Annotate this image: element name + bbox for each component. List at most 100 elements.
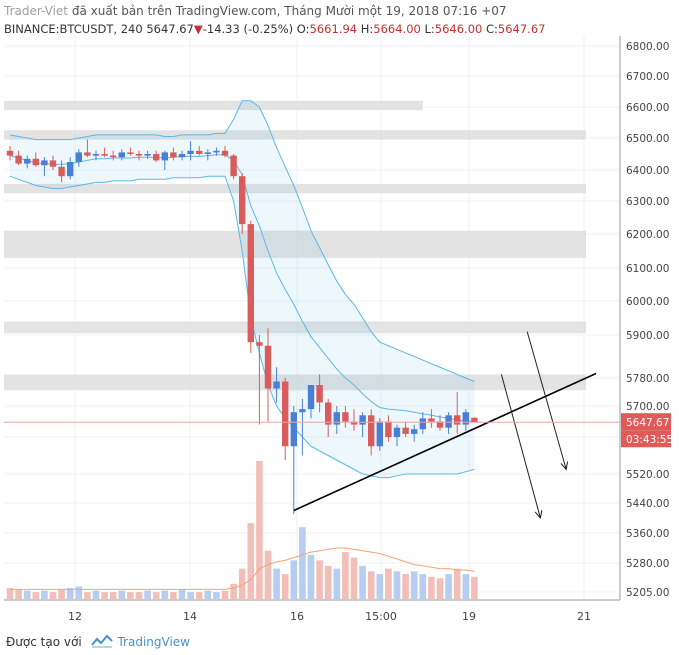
candle-45[interactable] (393, 424, 401, 447)
candle-40[interactable] (350, 409, 358, 431)
created-with-text: Được tạo với (6, 635, 82, 649)
candle-52[interactable] (454, 392, 461, 434)
time-axis[interactable]: 12 14 16 15:00 19 21 (4, 599, 620, 623)
candle-30[interactable] (264, 328, 272, 422)
candle-19[interactable] (170, 147, 177, 161)
candle-41[interactable] (359, 412, 366, 437)
high-value: 5664.00 (373, 22, 421, 36)
candle-34[interactable] (299, 399, 306, 456)
candle-35[interactable] (307, 385, 315, 419)
candle-31[interactable] (273, 367, 280, 403)
candle-14[interactable] (127, 147, 134, 156)
symbol-name[interactable]: BINANCE:BTCUSDT, 240 (4, 22, 143, 36)
candle-20[interactable] (178, 150, 186, 161)
arrow-line-1[interactable] (500, 374, 541, 519)
candle-36[interactable] (316, 374, 323, 413)
candle-12[interactable] (110, 150, 117, 161)
candle-22[interactable] (196, 146, 203, 156)
candle-9[interactable] (84, 139, 91, 158)
candle-16[interactable] (144, 150, 151, 159)
candle-17[interactable] (153, 150, 160, 162)
candle-8[interactable] (75, 149, 82, 167)
price-axis-bg (620, 36, 679, 600)
close-value: 5647.67 (497, 22, 546, 36)
volume-bar-1 (15, 589, 22, 599)
countdown-badge (621, 430, 671, 448)
price-change: -14.33 (-0.25%) (202, 22, 294, 36)
candle-28[interactable] (247, 220, 254, 353)
candle-24[interactable] (213, 147, 220, 156)
candle-48[interactable] (419, 412, 426, 434)
candle-5[interactable] (49, 155, 57, 170)
candle-body (428, 418, 435, 422)
candle-0[interactable] (6, 146, 14, 161)
price-tick-label: 5700.00 (626, 401, 669, 413)
candle-21[interactable] (187, 141, 194, 161)
candle-33[interactable] (290, 406, 297, 515)
candle-body (368, 415, 375, 447)
last-price-badge-text: 5647.67 (626, 417, 669, 429)
candle-3[interactable] (32, 152, 39, 167)
candle-42[interactable] (368, 409, 375, 456)
candle-body (299, 409, 306, 413)
candle-body (282, 381, 289, 447)
candle-body (41, 160, 48, 166)
tradingview-logo-icon[interactable] (91, 634, 114, 651)
volume-bar-34 (299, 527, 306, 599)
open-label: O: (296, 22, 310, 36)
candle-29[interactable] (256, 335, 263, 425)
candle-26[interactable] (230, 154, 237, 180)
author-name[interactable]: Trader-Viet (4, 4, 69, 18)
candle-46[interactable] (402, 421, 409, 438)
candle-body (350, 421, 358, 425)
drawing-tools[interactable] (293, 331, 597, 520)
candle-37[interactable] (325, 399, 332, 437)
time-tick-label: 19 (462, 610, 476, 623)
candle-50[interactable] (436, 415, 444, 431)
volume-bar-2 (23, 590, 31, 599)
candle-23[interactable] (204, 149, 211, 161)
tradingview-brand[interactable]: TradingView (117, 635, 190, 649)
candle-44[interactable] (385, 415, 392, 442)
candle-39[interactable] (342, 406, 349, 428)
candle-1[interactable] (15, 150, 22, 166)
candle-10[interactable] (92, 150, 100, 161)
volume-bar-10 (92, 590, 100, 599)
candle-43[interactable] (376, 418, 383, 451)
candle-body (84, 152, 91, 156)
candle-32[interactable] (282, 378, 289, 461)
candle-53[interactable] (462, 409, 469, 431)
candle-body (393, 427, 401, 437)
candle-body (58, 166, 65, 177)
volume-bar-31 (273, 568, 280, 599)
candle-13[interactable] (118, 149, 125, 161)
candle-18[interactable] (161, 150, 168, 170)
volume-histogram (6, 461, 478, 599)
footer: Được tạo với TradingView (6, 634, 190, 651)
candle-47[interactable] (411, 424, 418, 442)
price-axis[interactable]: 6800.00 6700.00 6600.00 6500.00 6400.00 6300.… (619, 36, 679, 600)
candle-7[interactable] (67, 157, 74, 180)
volume-bar-44 (385, 568, 392, 599)
candle-25[interactable] (221, 146, 229, 158)
price-tick-label: 6000.00 (626, 296, 669, 308)
candle-2[interactable] (24, 155, 31, 169)
time-tick-label: 15:00 (365, 610, 397, 623)
volume-bar-28 (247, 523, 255, 599)
volume-bar-35 (307, 554, 315, 599)
candle-6[interactable] (58, 160, 65, 183)
volume-bar-5 (49, 592, 57, 599)
candle-15[interactable] (135, 150, 143, 161)
candle-4[interactable] (41, 157, 48, 177)
candle-38[interactable] (333, 406, 340, 434)
zone-1 (4, 130, 586, 140)
candle-49[interactable] (428, 409, 435, 428)
candle-27[interactable] (239, 173, 246, 234)
bollinger-upper (9, 100, 475, 382)
candle-body (454, 415, 461, 425)
candle-51[interactable] (445, 412, 452, 434)
candle-body (385, 421, 392, 437)
arrow-line-0[interactable] (526, 331, 567, 470)
candle-11[interactable] (101, 147, 108, 158)
